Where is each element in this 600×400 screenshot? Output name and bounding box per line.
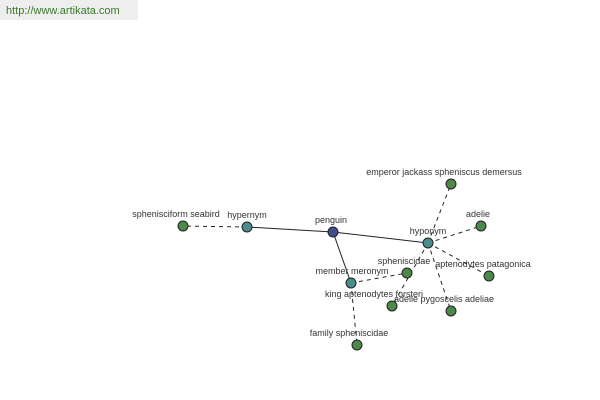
node-label: hyponym bbox=[410, 226, 447, 236]
edge bbox=[246, 226, 334, 233]
node bbox=[401, 267, 413, 279]
node bbox=[422, 237, 434, 249]
node bbox=[445, 178, 457, 190]
node-label: member meronym bbox=[315, 266, 388, 276]
node-label: adelie pygoscelis adeliae bbox=[394, 294, 494, 304]
node-label: adelie bbox=[466, 209, 490, 219]
edge bbox=[332, 231, 429, 244]
node bbox=[241, 221, 253, 233]
node bbox=[327, 226, 339, 238]
node bbox=[177, 220, 189, 232]
node bbox=[475, 220, 487, 232]
dashed-edge bbox=[427, 242, 452, 312]
node bbox=[483, 270, 495, 282]
dashed-edge bbox=[350, 282, 358, 346]
node-label: sphenisciform seabird bbox=[132, 209, 220, 219]
dashed-edge bbox=[427, 242, 490, 277]
node bbox=[445, 305, 457, 317]
dashed-edge bbox=[182, 225, 248, 228]
header-bar: http://www.artikata.com bbox=[0, 0, 138, 20]
node-label: spheniscidae bbox=[378, 256, 431, 266]
dashed-edge bbox=[350, 272, 408, 284]
node-label: aptenodytes patagonica bbox=[435, 259, 531, 269]
node-label: hypernym bbox=[227, 210, 267, 220]
edge bbox=[332, 231, 352, 284]
node-label: emperor jackass spheniscus demersus bbox=[366, 167, 522, 177]
node bbox=[345, 277, 357, 289]
node bbox=[386, 300, 398, 312]
node-label: king aptenodytes forsteri bbox=[325, 289, 423, 299]
node bbox=[351, 339, 363, 351]
node-label: penguin bbox=[315, 215, 347, 225]
node-label: family spheniscidae bbox=[310, 328, 389, 338]
site-url[interactable]: http://www.artikata.com bbox=[6, 5, 120, 17]
dashed-edge bbox=[427, 183, 452, 244]
dashed-edge bbox=[427, 225, 482, 244]
